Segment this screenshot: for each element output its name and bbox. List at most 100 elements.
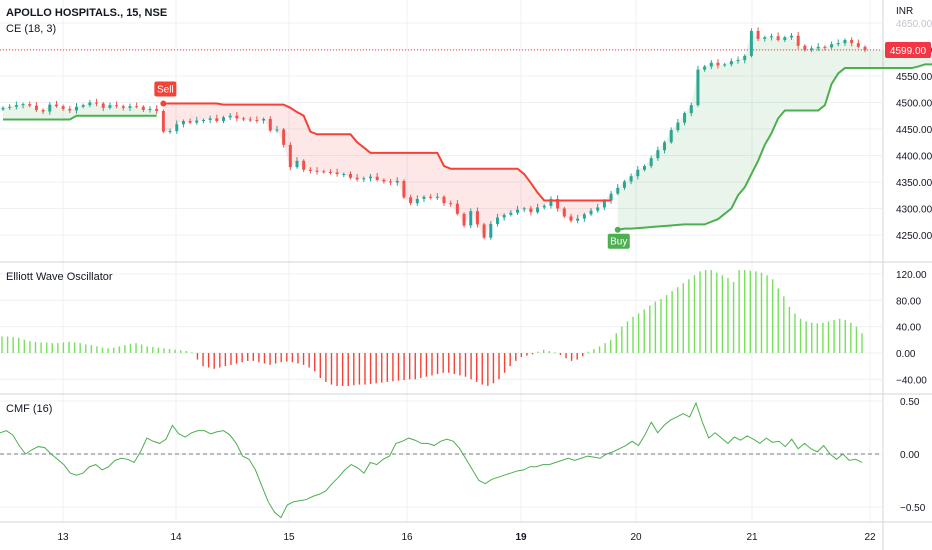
candle-body bbox=[288, 144, 292, 168]
candle-body bbox=[749, 30, 753, 56]
candle-body bbox=[315, 170, 319, 172]
ewo-bar bbox=[559, 353, 562, 355]
ewo-bar bbox=[152, 347, 154, 353]
candle-body bbox=[208, 118, 212, 120]
candle-body bbox=[622, 181, 626, 188]
ewo-bar bbox=[805, 321, 807, 353]
ewo-bar bbox=[79, 343, 81, 353]
sell-label-box bbox=[154, 81, 177, 97]
candle-body bbox=[502, 214, 506, 218]
candle-body bbox=[556, 198, 560, 209]
ewo-bar bbox=[665, 295, 668, 353]
ewo-bar bbox=[570, 353, 573, 361]
price-tick-label: 4250.00 bbox=[896, 231, 932, 242]
candle-body bbox=[669, 130, 673, 143]
candle-body bbox=[382, 179, 386, 182]
ewo-bar bbox=[453, 353, 456, 375]
ewo-bar bbox=[604, 343, 606, 353]
ewo-bar bbox=[515, 353, 517, 361]
ewo-title: Elliott Wave Oscillator bbox=[6, 271, 113, 283]
candle-body bbox=[148, 108, 152, 110]
ewo-bar bbox=[794, 313, 796, 353]
ewo-bar bbox=[615, 333, 617, 353]
price-tick-label: 4400.00 bbox=[896, 152, 932, 163]
candle-body bbox=[723, 64, 727, 66]
candle-body bbox=[629, 176, 633, 182]
ewo-tick-label: 0.00 bbox=[896, 349, 916, 360]
ewo-bar bbox=[520, 353, 523, 357]
candle-body bbox=[369, 176, 373, 179]
candle-body bbox=[415, 198, 419, 204]
ewo-bar bbox=[475, 353, 478, 382]
time-tick-label: 20 bbox=[630, 532, 642, 543]
candle-body bbox=[135, 106, 139, 108]
time-tick-label: 15 bbox=[283, 532, 295, 543]
time-tick-label: 13 bbox=[57, 532, 69, 543]
candle-body bbox=[429, 196, 433, 198]
ewo-bar bbox=[576, 353, 578, 360]
ewo-bar bbox=[219, 353, 221, 368]
price-tick-label: 4350.00 bbox=[896, 178, 932, 189]
candle-body bbox=[743, 55, 747, 61]
candle-body bbox=[582, 214, 586, 219]
candle-body bbox=[88, 102, 92, 106]
ewo-bar bbox=[135, 343, 137, 353]
candle-body bbox=[195, 120, 199, 123]
candle-body bbox=[68, 108, 72, 111]
candle-body bbox=[729, 61, 733, 65]
candle-body bbox=[769, 36, 773, 38]
candle-body bbox=[389, 181, 393, 183]
ewo-bar bbox=[258, 353, 260, 363]
candle-body bbox=[375, 176, 379, 180]
candle-body bbox=[355, 177, 359, 180]
ewo-bar bbox=[6, 336, 9, 353]
ewo-bar bbox=[855, 326, 858, 353]
ewo-bar bbox=[381, 353, 383, 383]
ce-indicator-label: CE (18, 3) bbox=[6, 23, 57, 35]
ewo-bar bbox=[598, 346, 601, 353]
ewo-bar bbox=[291, 353, 294, 363]
ewo-bar bbox=[850, 322, 852, 353]
ce-long-line-2-fill bbox=[617, 30, 932, 230]
ewo-bar bbox=[710, 270, 712, 353]
candle-body bbox=[282, 129, 286, 145]
candle-body bbox=[569, 216, 573, 221]
ewo-bar bbox=[548, 351, 550, 353]
candle-body bbox=[422, 196, 426, 199]
ewo-bar bbox=[157, 347, 160, 353]
time-tick-label: 19 bbox=[515, 532, 527, 543]
candle-body bbox=[469, 211, 473, 226]
ewo-bar bbox=[626, 321, 629, 353]
ewo-bar bbox=[716, 272, 718, 353]
buy-marker bbox=[614, 226, 621, 233]
candle-body bbox=[536, 207, 540, 213]
ewo-bar bbox=[124, 345, 126, 353]
ewo-bar bbox=[168, 349, 171, 353]
ewo-bar bbox=[230, 353, 232, 365]
candle-body bbox=[756, 30, 760, 39]
ewo-bar bbox=[40, 342, 42, 353]
candle-body bbox=[642, 166, 646, 170]
candle-body bbox=[475, 211, 479, 225]
candle-body bbox=[8, 106, 12, 108]
ewo-bar bbox=[425, 353, 428, 377]
candle-body bbox=[81, 105, 85, 107]
candle-body bbox=[34, 105, 38, 110]
candle-body bbox=[395, 180, 399, 183]
ewo-bar bbox=[838, 318, 841, 353]
ewo-bar bbox=[660, 299, 662, 353]
ewo-bar bbox=[392, 353, 394, 382]
ewo-bar bbox=[459, 353, 461, 376]
ewo-bar bbox=[481, 353, 483, 385]
candle-body bbox=[542, 205, 546, 208]
ewo-bar bbox=[526, 353, 528, 356]
candle-body bbox=[863, 46, 867, 51]
ewo-bar bbox=[732, 281, 735, 353]
ewo-bar bbox=[766, 275, 768, 353]
price-tick-label: 4500.00 bbox=[896, 99, 932, 110]
candle-body bbox=[676, 122, 680, 131]
ewo-bar bbox=[140, 344, 143, 353]
candle-body bbox=[529, 208, 533, 213]
candle-body bbox=[482, 224, 486, 238]
